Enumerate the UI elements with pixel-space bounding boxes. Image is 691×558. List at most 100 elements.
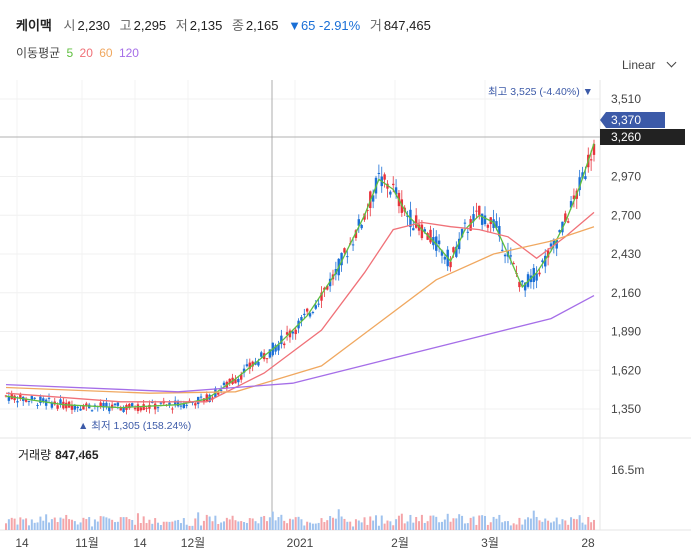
volume-bar	[423, 522, 426, 530]
volume-bar	[541, 521, 544, 530]
candle-body	[145, 407, 148, 409]
candle-body	[194, 403, 197, 406]
volume-bar	[340, 516, 343, 530]
volume-bar	[200, 525, 203, 530]
candle-body	[552, 239, 556, 246]
scale-selector[interactable]: Linear	[622, 57, 677, 72]
volume-bar	[119, 517, 122, 530]
volume-bar	[472, 516, 475, 530]
candle-body	[90, 410, 94, 412]
candle-body	[541, 260, 544, 262]
max-annotation: 최고 3,525 (-4.40%) ▼	[488, 86, 593, 98]
candle-body	[110, 404, 114, 409]
candle-body	[466, 231, 469, 233]
candle-body	[159, 402, 163, 404]
candle-body	[572, 195, 576, 200]
volume-bar	[492, 516, 495, 530]
candle-body	[354, 230, 358, 238]
candle-body	[99, 402, 102, 407]
volume-bar	[274, 520, 277, 530]
candle-body	[566, 221, 570, 223]
volume-bar	[13, 518, 16, 530]
volume-bar	[317, 522, 320, 530]
volume-bar	[469, 517, 472, 530]
volume-bar	[128, 519, 131, 530]
ma-5[interactable]: 5	[66, 46, 74, 60]
open-value: 2,230	[77, 18, 111, 33]
volume-bar	[300, 519, 303, 530]
volume-bar	[294, 517, 297, 530]
candle-body	[274, 345, 277, 352]
candle-body	[483, 215, 487, 225]
volume-bar	[234, 520, 237, 530]
candle-body	[406, 215, 409, 217]
volume-bar	[154, 518, 157, 530]
volume-bar	[498, 514, 501, 530]
volume-bar	[570, 517, 573, 530]
y-tick-label: 2,700	[611, 208, 641, 222]
candle-body	[538, 272, 541, 275]
x-tick-label: 11월	[75, 536, 99, 550]
volume-bar	[257, 523, 260, 530]
candle-body	[50, 402, 54, 408]
ma-line-5	[5, 143, 595, 409]
candle-body	[549, 243, 553, 247]
candle-body	[131, 403, 134, 407]
volume-bar	[581, 522, 584, 530]
change-value: ▼65 -2.91%	[288, 18, 361, 33]
volume-bar	[420, 514, 423, 530]
volume-bar	[524, 519, 527, 530]
candle-body	[426, 233, 429, 240]
candle-body	[305, 308, 309, 312]
candle-body	[392, 183, 395, 186]
x-tick-label: 14	[15, 536, 29, 550]
candle-body	[257, 361, 260, 366]
candle-body	[294, 329, 297, 335]
candle-body	[314, 305, 317, 309]
candle-body	[394, 187, 398, 195]
volume-bar	[552, 521, 555, 530]
volume-bar	[449, 521, 452, 530]
candle-body	[219, 389, 223, 391]
ma-120[interactable]: 120	[118, 46, 139, 60]
x-tick-label: 14	[133, 536, 147, 550]
candle-body	[47, 397, 51, 399]
candle-body	[217, 392, 220, 395]
volume-bar	[194, 518, 197, 530]
volume-bar	[564, 520, 567, 530]
volume-bar	[159, 525, 162, 530]
volume-bar	[349, 521, 352, 530]
candle-body	[501, 249, 504, 251]
candle-body	[237, 379, 240, 383]
ma-20[interactable]: 20	[79, 46, 93, 60]
volume-bar	[108, 518, 111, 530]
volume-bar	[145, 523, 148, 530]
volume-bar	[363, 517, 366, 530]
volume-bar	[139, 523, 142, 530]
volume-bar	[7, 519, 10, 530]
volume-bar	[85, 519, 88, 530]
moving-average-legend[interactable]: 이동평균 5 20 60 120	[16, 44, 139, 61]
candle-body	[268, 349, 272, 358]
candle-body	[102, 402, 105, 408]
volume-bar	[263, 515, 266, 530]
volume-bar	[197, 512, 200, 530]
volume-bar	[177, 519, 180, 530]
candle-body	[564, 213, 567, 222]
volume-bar	[205, 514, 208, 530]
candle-body	[142, 404, 145, 411]
volume-bar	[555, 517, 558, 530]
volume-bar	[529, 518, 532, 530]
volume-bar	[65, 514, 68, 530]
volume-bar	[168, 521, 171, 530]
volume-bar	[346, 521, 349, 530]
volume-bar	[400, 513, 403, 530]
ma-60[interactable]: 60	[99, 46, 113, 60]
y-tick-label: 1,890	[611, 325, 641, 339]
low-value: 2,135	[189, 18, 223, 33]
volume-bar	[481, 515, 484, 530]
volume-bar	[88, 517, 91, 530]
volume-bar	[311, 523, 314, 530]
volume-bar	[406, 521, 409, 530]
